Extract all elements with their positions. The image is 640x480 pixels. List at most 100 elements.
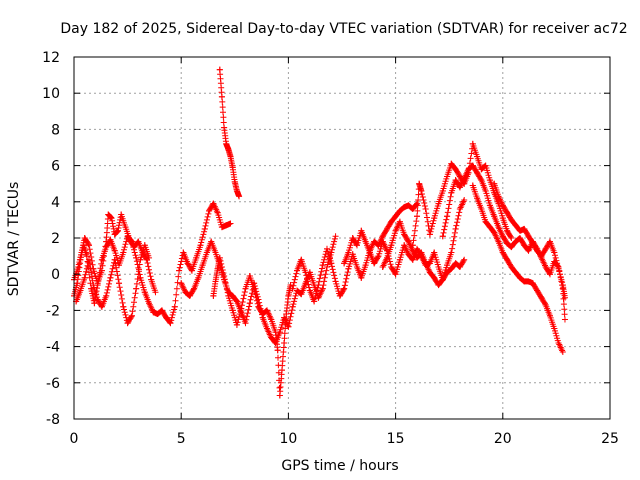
- data-point: [91, 300, 98, 307]
- data-point: [323, 245, 330, 252]
- data-point: [201, 225, 208, 232]
- y-tick-label: 2: [51, 231, 60, 247]
- data-point: [233, 298, 240, 305]
- data-point: [180, 249, 187, 256]
- y-tick-label: 6: [51, 159, 60, 175]
- data-point: [516, 274, 523, 281]
- data-point: [281, 339, 288, 346]
- data-point: [332, 278, 339, 285]
- data-point: [538, 294, 545, 301]
- data-point: [141, 289, 148, 296]
- data-point: [90, 265, 97, 272]
- data-point: [191, 285, 198, 292]
- data-point: [392, 213, 399, 220]
- data-point: [375, 253, 382, 260]
- data-point: [504, 227, 511, 234]
- data-point: [212, 249, 219, 256]
- data-point: [276, 392, 283, 399]
- data-point: [478, 166, 485, 173]
- x-tick-label: 15: [387, 431, 405, 447]
- data-point: [375, 242, 382, 249]
- data-point: [418, 187, 425, 194]
- x-tick-label: 10: [279, 431, 297, 447]
- data-point: [512, 238, 519, 245]
- data-point: [263, 325, 270, 332]
- data-point: [81, 235, 88, 241]
- data-point: [349, 251, 356, 258]
- data-point: [499, 202, 506, 209]
- y-tick-label: -8: [46, 412, 60, 428]
- data-point: [495, 224, 502, 231]
- data-point: [426, 269, 433, 276]
- data-point: [452, 260, 459, 267]
- data-point: [88, 285, 95, 292]
- data-point: [388, 263, 395, 270]
- data-point: [444, 262, 451, 269]
- series-trace-6: [216, 66, 243, 200]
- data-point: [495, 238, 502, 245]
- data-point: [401, 231, 408, 238]
- data-point: [542, 263, 549, 270]
- data-point: [431, 274, 438, 281]
- data-point: [268, 316, 275, 323]
- data-point: [242, 320, 249, 327]
- data-point: [469, 182, 476, 189]
- data-point: [482, 218, 489, 225]
- data-point: [401, 204, 408, 211]
- data-point: [86, 242, 93, 249]
- data-point: [486, 224, 493, 231]
- data-point: [469, 140, 476, 147]
- data-point: [448, 189, 455, 196]
- data-point: [306, 287, 313, 294]
- y-tick-label: -6: [46, 376, 60, 392]
- data-point: [319, 285, 326, 292]
- data-point: [158, 307, 165, 314]
- data-point: [315, 282, 322, 289]
- data-point: [131, 244, 138, 251]
- data-point: [561, 316, 568, 323]
- data-point: [435, 200, 442, 207]
- data-point: [184, 260, 191, 267]
- series-trace-9: [379, 196, 468, 289]
- data-point: [345, 265, 352, 272]
- data-point: [212, 278, 219, 285]
- data-point: [199, 262, 206, 269]
- data-point: [188, 267, 195, 274]
- data-point: [225, 292, 232, 299]
- data-point: [499, 233, 506, 240]
- data-point: [81, 274, 88, 281]
- data-point: [546, 312, 553, 319]
- data-point: [491, 213, 498, 220]
- data-point: [396, 256, 403, 263]
- y-tick-label: 0: [51, 267, 60, 283]
- data-point: [176, 267, 183, 274]
- data-point: [103, 238, 110, 245]
- data-point: [482, 187, 489, 194]
- data-point: [546, 271, 553, 278]
- data-point: [216, 66, 223, 73]
- data-point: [452, 225, 459, 232]
- data-point: [221, 124, 228, 131]
- x-tick-label: 5: [177, 431, 186, 447]
- data-point: [105, 211, 112, 218]
- data-point: [221, 273, 228, 280]
- y-tick-label: -4: [46, 340, 60, 356]
- data-point: [214, 265, 221, 272]
- data-point: [210, 200, 217, 207]
- data-point: [216, 254, 223, 261]
- data-point: [461, 175, 468, 182]
- data-point: [482, 162, 489, 169]
- data-point: [439, 187, 446, 194]
- data-point: [448, 265, 455, 272]
- data-point: [444, 213, 451, 220]
- data-point: [214, 209, 221, 216]
- data-point: [452, 177, 459, 184]
- series-trace-13: [491, 180, 568, 301]
- data-point: [422, 206, 429, 213]
- data-point: [538, 253, 545, 260]
- data-point: [128, 312, 135, 319]
- data-point: [107, 274, 114, 281]
- data-point: [555, 339, 562, 346]
- data-point: [206, 207, 213, 214]
